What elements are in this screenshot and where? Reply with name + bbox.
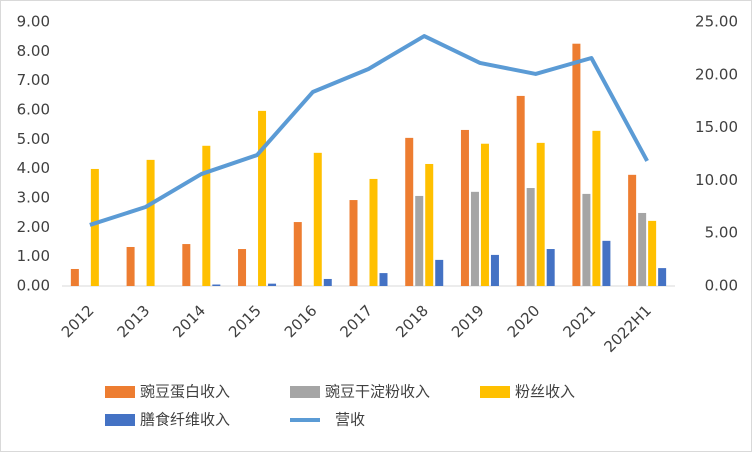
bar	[293, 222, 302, 286]
bar	[268, 283, 277, 286]
y-tick-label: 6.00	[17, 101, 50, 119]
bar	[258, 110, 267, 286]
legend-swatch	[105, 414, 135, 426]
bar	[202, 145, 211, 286]
bar	[212, 284, 221, 286]
bar	[146, 159, 155, 286]
y2-tick-label: 10.00	[695, 171, 738, 189]
y-tick-label: 4.00	[17, 159, 50, 177]
y-tick-label: 3.00	[17, 189, 50, 207]
bar	[526, 188, 535, 286]
legend-swatch	[105, 386, 135, 398]
bar	[658, 268, 667, 286]
y2-tick-label: 5.00	[705, 224, 738, 242]
bar	[546, 249, 555, 286]
legend-label: 膳食纤维收入	[140, 411, 230, 429]
bar	[628, 174, 637, 286]
bar	[490, 254, 499, 286]
legend-swatch	[480, 386, 510, 398]
y2-tick-label: 20.00	[695, 65, 738, 83]
bar	[379, 273, 388, 286]
y-tick-label: 5.00	[17, 130, 50, 148]
bar	[582, 193, 591, 286]
bar	[638, 212, 647, 286]
bar	[238, 249, 247, 286]
y-tick-label: 9.00	[17, 13, 50, 31]
bar	[592, 130, 601, 286]
legend-label: 豌豆蛋白收入	[140, 383, 230, 401]
bar	[470, 191, 479, 286]
bar	[602, 240, 611, 286]
bar	[425, 163, 434, 286]
y2-tick-label: 15.00	[695, 118, 738, 136]
bar	[126, 246, 135, 286]
y-tick-label: 2.00	[17, 218, 50, 236]
legend-label: 粉丝收入	[515, 383, 575, 401]
bar	[415, 195, 424, 286]
bar	[480, 143, 489, 286]
y2-tick-label: 0.00	[705, 277, 738, 295]
bar	[516, 95, 525, 286]
bar	[323, 278, 332, 286]
bar	[90, 168, 99, 286]
bar	[70, 268, 79, 286]
bar	[572, 43, 581, 286]
bar	[405, 137, 414, 286]
y2-tick-label: 25.00	[695, 13, 738, 31]
bar	[313, 152, 322, 286]
legend-swatch	[290, 386, 320, 398]
bar	[648, 220, 657, 286]
y-tick-label: 1.00	[17, 247, 50, 265]
y-tick-label: 8.00	[17, 42, 50, 60]
bar	[536, 142, 545, 286]
y-tick-label: 7.00	[17, 71, 50, 89]
legend-label: 豌豆干淀粉收入	[325, 383, 430, 401]
line	[89, 34, 649, 227]
bar	[349, 200, 358, 286]
y-tick-label: 0.00	[17, 277, 50, 295]
bar	[435, 259, 444, 286]
legend-label: 营收	[335, 411, 365, 429]
bar	[182, 244, 191, 286]
bar	[460, 129, 469, 286]
bar	[369, 178, 378, 286]
